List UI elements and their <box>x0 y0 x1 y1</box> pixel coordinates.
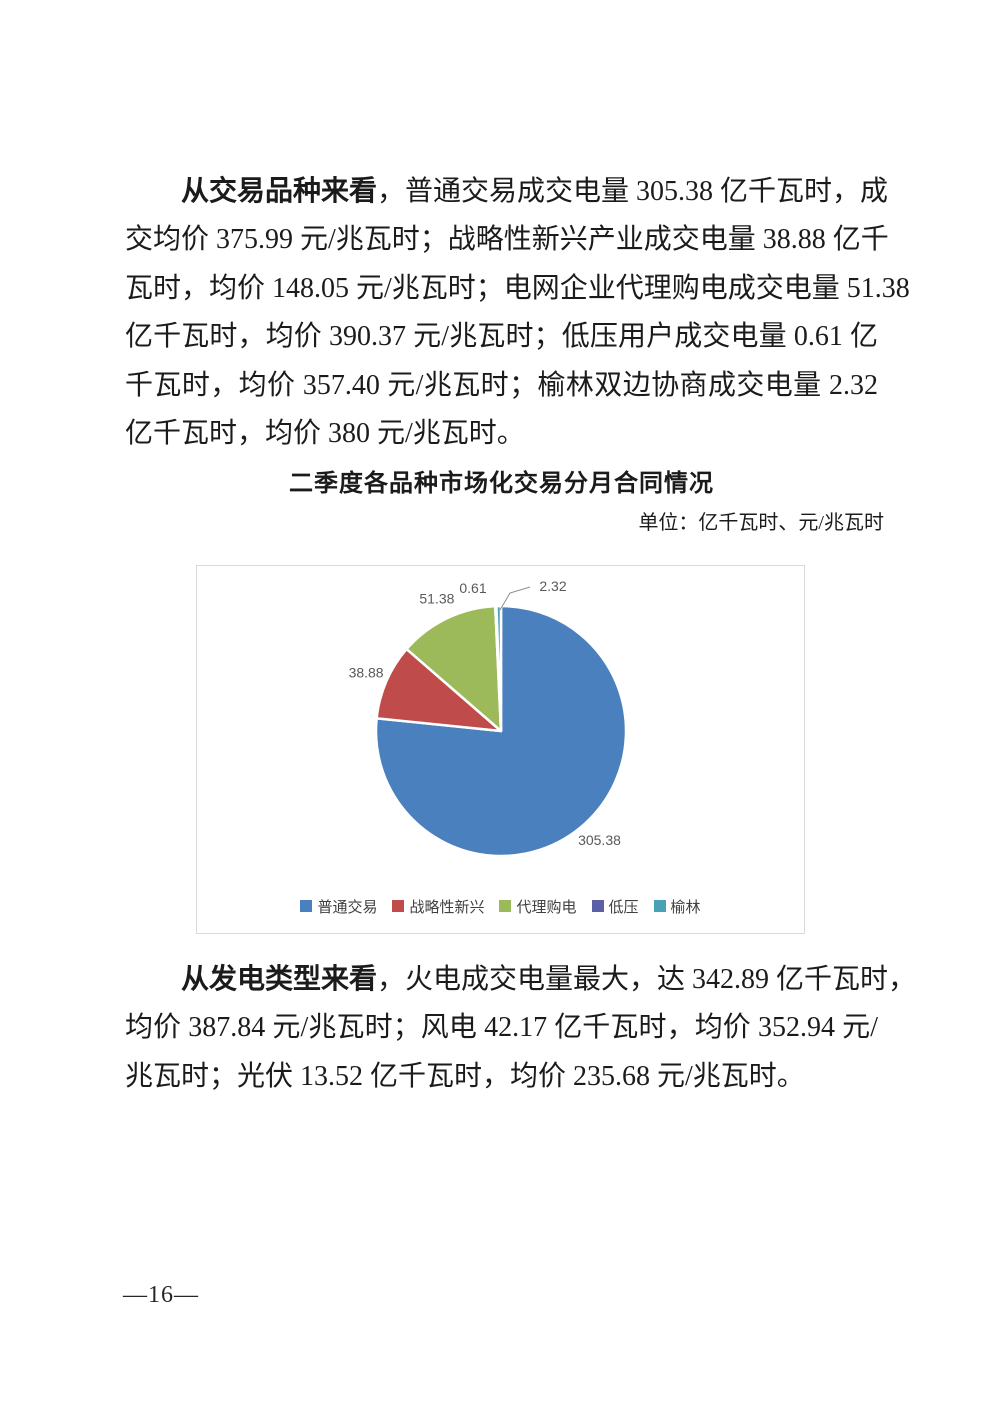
legend-swatch-icon <box>653 900 666 912</box>
pie-value-label-代理购电: 51.38 <box>419 591 454 607</box>
paragraph-generation-types: 从发电类型来看，火电成交电量最大，达 342.89 亿千瓦时， 均价 387.8… <box>125 956 916 1101</box>
legend-item-榆林: 榆林 <box>653 896 701 917</box>
pie-label-leader-line <box>499 586 531 611</box>
chart-title: 二季度各品种市场化交易分月合同情况 <box>289 471 714 497</box>
pie-slice-代理购电 <box>405 604 503 733</box>
paragraph-line: 瓦时，均价 148.05 元/兆瓦时；电网企业代理购电成交电量 51.38 <box>125 272 910 304</box>
page-number: —16— <box>123 1282 199 1308</box>
legend-label: 榆林 <box>670 898 701 916</box>
legend-item-代理购电: 代理购电 <box>499 896 577 917</box>
pie-value-label-战略性新兴: 38.88 <box>349 665 384 681</box>
legend-label: 低压 <box>608 898 639 916</box>
legend-swatch-icon <box>392 900 405 912</box>
pie-value-label-榆林: 2.32 <box>539 578 566 594</box>
chart-legend: 普通交易 战略性新兴 代理购电 低压 榆林 <box>197 894 804 918</box>
paragraph-line: 亿千瓦时，均价 380 元/兆瓦时。 <box>125 417 525 449</box>
legend-label: 战略性新兴 <box>409 898 485 916</box>
pie-chart-canvas: 305.38 38.88 51.38 0.61 2.32 <box>349 578 628 858</box>
paragraph-text: ，普通交易成交电量 305.38 亿千瓦时，成 <box>377 176 889 207</box>
paragraph-line: 从交易品种来看，普通交易成交电量 305.38 亿千瓦时，成 <box>125 168 888 216</box>
legend-swatch-icon <box>499 900 512 912</box>
legend-label: 普通交易 <box>317 898 378 916</box>
paragraph-line: 均价 387.84 元/兆瓦时；风电 42.17 亿千瓦时，均价 352.94 … <box>125 1012 878 1044</box>
paragraph-text: ，火电成交电量最大，达 342.89 亿千瓦时， <box>377 964 917 995</box>
legend-swatch-icon <box>300 900 313 912</box>
paragraph-line: 兆瓦时；光伏 13.52 亿千瓦时，均价 235.68 元/兆瓦时。 <box>125 1060 805 1092</box>
chart-unit-note: 单位：亿千瓦时、元/兆瓦时 <box>638 512 884 534</box>
paragraph-line: 交均价 375.99 元/兆瓦时；战略性新兴产业成交电量 38.88 亿千 <box>125 224 889 256</box>
pie-slice-榆林 <box>495 604 503 733</box>
legend-item-战略性新兴: 战略性新兴 <box>392 896 484 917</box>
pie-value-label-普通交易: 305.38 <box>578 832 621 848</box>
paragraph-trade-types: 从交易品种来看，普通交易成交电量 305.38 亿千瓦时，成 交均价 375.9… <box>125 168 910 458</box>
pie-slice-战略性新兴 <box>375 647 503 733</box>
paragraph-lead: 从发电类型来看 <box>181 964 378 995</box>
pie-chart: 305.38 38.88 51.38 0.61 2.32 普通交易 战略性新兴 代理购电 低压… <box>196 565 805 934</box>
pie-value-label-低压: 0.61 <box>459 580 486 596</box>
paragraph-line: 亿千瓦时，均价 390.37 元/兆瓦时；低压用户成交电量 0.61 亿 <box>125 321 878 353</box>
paragraph-line: 从发电类型来看，火电成交电量最大，达 342.89 亿千瓦时， <box>125 956 916 1004</box>
legend-item-普通交易: 普通交易 <box>300 896 377 917</box>
legend-swatch-icon <box>591 900 604 912</box>
paragraph-line: 千瓦时，均价 357.40 元/兆瓦时；榆林双边协商成交电量 2.32 <box>125 369 878 401</box>
paragraph-lead: 从交易品种来看 <box>181 176 378 207</box>
legend-label: 代理购电 <box>516 898 577 916</box>
legend-item-低压: 低压 <box>591 896 639 917</box>
